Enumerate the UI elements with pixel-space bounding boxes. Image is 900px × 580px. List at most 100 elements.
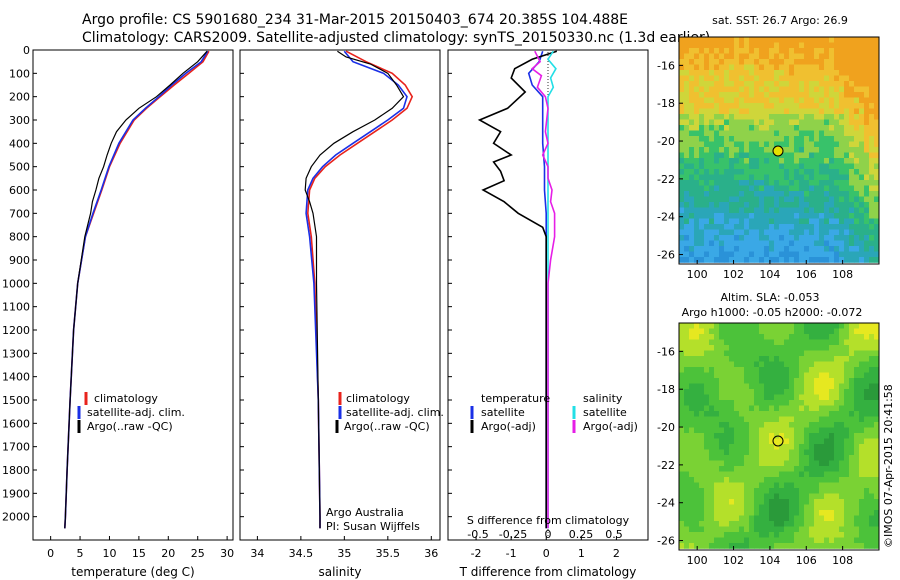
sst-cell bbox=[694, 174, 700, 181]
sla-cell bbox=[699, 515, 705, 522]
sla-cell bbox=[734, 422, 740, 428]
sst-cell bbox=[714, 92, 720, 98]
sst-cell bbox=[769, 251, 775, 258]
sla-cell bbox=[694, 372, 700, 379]
sla-cell bbox=[799, 394, 805, 401]
sst-cell bbox=[754, 158, 760, 164]
sla-cell bbox=[689, 532, 695, 538]
temperature-tick-label: 5 bbox=[77, 547, 84, 560]
sst-cell bbox=[844, 108, 850, 115]
sst-cell bbox=[809, 218, 815, 225]
sst-cell bbox=[719, 196, 725, 203]
sst-cell bbox=[729, 37, 735, 43]
sla-cell bbox=[699, 493, 705, 500]
sla-cell bbox=[744, 471, 750, 478]
difference-legend: temperature satellite Argo(-adj) salinit… bbox=[470, 392, 638, 433]
sst-cell bbox=[689, 147, 695, 153]
sst-cell bbox=[794, 158, 800, 164]
sla-cell bbox=[699, 427, 705, 434]
sla-cell bbox=[844, 323, 850, 329]
sst-cell bbox=[694, 42, 700, 49]
sst-cell bbox=[869, 191, 875, 197]
sla-cell bbox=[704, 367, 710, 373]
sst-cell bbox=[744, 235, 750, 241]
sst-cell bbox=[844, 213, 850, 219]
sla-cell bbox=[854, 488, 860, 494]
sst-cell bbox=[859, 97, 865, 104]
sst-cell bbox=[799, 163, 805, 170]
sla-cell bbox=[704, 543, 710, 549]
sla-cell bbox=[694, 334, 700, 340]
sla-cell bbox=[694, 433, 700, 439]
sla-cell bbox=[749, 367, 755, 373]
sst-cell bbox=[874, 246, 880, 252]
sst-cell bbox=[839, 141, 845, 148]
sla-cell bbox=[729, 488, 735, 494]
sla-cell bbox=[779, 411, 785, 417]
sst-cell bbox=[844, 158, 850, 164]
sst-cell bbox=[719, 240, 725, 247]
sst-cell bbox=[789, 224, 795, 230]
sla-cell bbox=[789, 543, 795, 549]
sla-cell bbox=[719, 350, 725, 357]
sla-cell bbox=[849, 361, 855, 368]
sst-cell bbox=[859, 207, 865, 214]
sla-cell bbox=[769, 378, 775, 384]
sla-cell bbox=[699, 532, 705, 538]
sla-cell bbox=[874, 532, 880, 538]
sla-cell bbox=[769, 477, 775, 483]
sst-cell bbox=[764, 147, 770, 153]
sst-cell bbox=[729, 158, 735, 164]
sla-cell bbox=[704, 438, 710, 445]
sla-cell bbox=[714, 427, 720, 434]
sst-cell bbox=[749, 185, 755, 192]
sst-cell bbox=[749, 108, 755, 115]
sla-cell bbox=[824, 339, 830, 346]
sst-cell bbox=[859, 42, 865, 49]
sst-cell bbox=[709, 64, 715, 71]
sla-cell bbox=[804, 427, 810, 434]
sst-cell bbox=[849, 125, 855, 131]
sla-cell bbox=[734, 521, 740, 527]
sst-cell bbox=[714, 196, 720, 203]
sla-cell bbox=[724, 372, 730, 379]
sla-cell bbox=[829, 499, 835, 505]
sst-cell bbox=[759, 196, 765, 203]
sst-cell bbox=[804, 169, 810, 175]
sla-cell bbox=[729, 460, 735, 467]
sst-cell bbox=[684, 59, 690, 65]
sla-cell bbox=[759, 488, 765, 494]
sla-cell bbox=[689, 361, 695, 368]
sst-cell bbox=[689, 251, 695, 258]
sla-cell bbox=[799, 411, 805, 417]
sst-cell bbox=[829, 119, 835, 126]
sla-cell bbox=[759, 515, 765, 522]
sla-cell bbox=[784, 526, 790, 533]
sla-cell bbox=[804, 482, 810, 489]
sla-cell bbox=[794, 515, 800, 522]
sst-cell bbox=[859, 224, 865, 230]
sla-cell bbox=[829, 356, 835, 362]
sla-cell bbox=[684, 411, 690, 417]
sla-cell bbox=[819, 323, 825, 329]
sla-cell bbox=[844, 372, 850, 379]
sla-cell bbox=[774, 356, 780, 362]
sla-cell bbox=[689, 493, 695, 500]
sst-cell bbox=[729, 103, 735, 109]
legend-satellite-label: satellite-adj. clim. bbox=[87, 406, 185, 419]
sla-cell bbox=[734, 543, 740, 549]
sla-cell bbox=[769, 350, 775, 357]
sla-cell bbox=[719, 361, 725, 368]
sla-cell bbox=[789, 411, 795, 417]
sst-cell bbox=[739, 136, 745, 142]
sst-cell bbox=[719, 114, 725, 120]
sla-cell bbox=[859, 339, 865, 346]
sla-cell bbox=[829, 510, 835, 516]
sst-cell bbox=[779, 207, 785, 214]
sst-cell bbox=[789, 213, 795, 219]
sla-cell bbox=[844, 405, 850, 412]
sst-cell bbox=[844, 246, 850, 252]
sst-cell bbox=[864, 75, 870, 82]
sst-cell bbox=[814, 169, 820, 175]
sst-cell bbox=[864, 152, 870, 159]
